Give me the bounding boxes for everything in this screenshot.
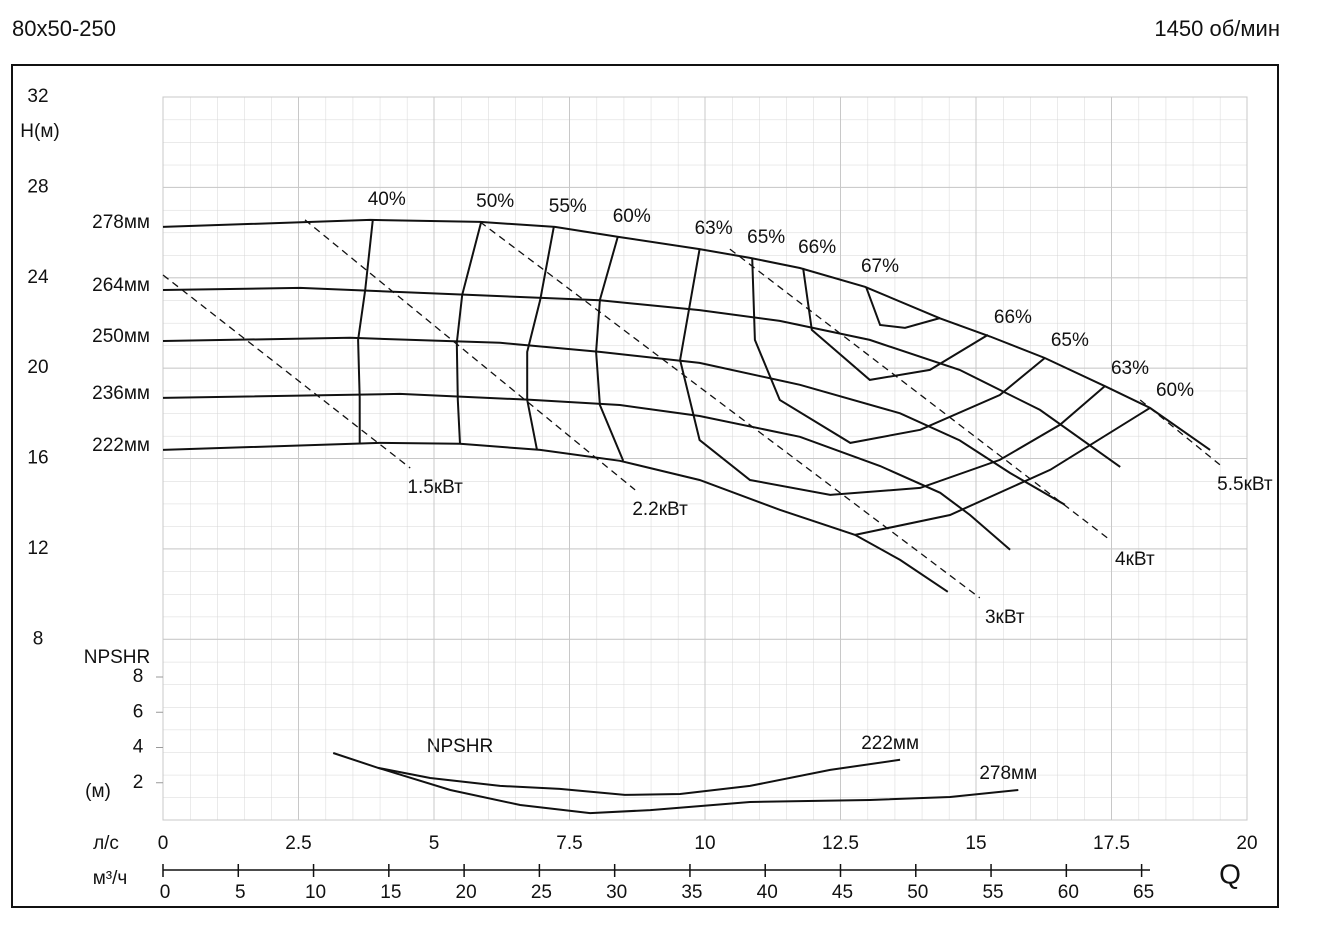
efficiency-label: 40% <box>368 189 406 210</box>
x2-tick-label: 20 <box>456 882 477 903</box>
x2-tick-label: 5 <box>235 882 246 903</box>
x-tick-label: 10 <box>694 833 715 854</box>
impeller-label: 236мм <box>92 383 150 404</box>
power-label: 4кВт <box>1115 549 1155 570</box>
npshr-curve <box>332 752 901 796</box>
efficiency-curve <box>751 257 1046 444</box>
efficiency-curve <box>679 248 1106 496</box>
x-tick-label: 5 <box>429 833 440 854</box>
efficiency-label: 67% <box>861 256 899 277</box>
impeller-label: 264мм <box>92 275 150 296</box>
x-tick-label: 0 <box>158 833 169 854</box>
x-tick-label: 12.5 <box>822 833 859 854</box>
power-line <box>479 221 981 599</box>
x2-tick-label: 55 <box>982 882 1003 903</box>
x-tick-label: 7.5 <box>556 833 582 854</box>
x-tick-label: 20 <box>1236 833 1257 854</box>
frame <box>11 64 1279 908</box>
head-curve <box>162 441 949 593</box>
efficiency-label: 60% <box>1156 380 1194 401</box>
x-unit-label: л/с <box>93 833 119 854</box>
x2-tick-label: 10 <box>305 882 326 903</box>
y-tick-label: 8 <box>33 628 44 649</box>
npshr-tick-label: 8 <box>133 666 144 687</box>
efficiency-label: 65% <box>1051 330 1089 351</box>
y-tick-label: 28 <box>27 176 48 197</box>
power-label: 2.2кВт <box>632 499 688 520</box>
x2-tick-label: 40 <box>757 882 778 903</box>
npshr-tick-label: 6 <box>133 701 144 722</box>
efficiency-label: 55% <box>549 196 587 217</box>
x2-unit-label: м³/ч <box>93 868 128 889</box>
efficiency-label: 66% <box>994 307 1032 328</box>
impeller-label: 222мм <box>92 435 150 456</box>
impeller-label: 250мм <box>92 326 150 347</box>
efficiency-label: 60% <box>613 206 651 227</box>
x-axis-label: Q <box>1219 858 1241 889</box>
x2-tick-label: 50 <box>907 882 928 903</box>
npshr-curve <box>377 766 1019 815</box>
x2-tick-label: 35 <box>681 882 702 903</box>
x2-tick-label: 25 <box>531 882 552 903</box>
power-label: 1.5кВт <box>407 477 463 498</box>
head-curve <box>162 218 1211 451</box>
x2-tick-label: 60 <box>1058 882 1079 903</box>
efficiency-curve <box>595 236 1151 536</box>
power-label: 5.5кВт <box>1217 474 1273 495</box>
x2-tick-label: 30 <box>606 882 627 903</box>
y-tick-label: 24 <box>27 267 49 288</box>
efficiency-label: 66% <box>798 237 836 258</box>
npshr-tick-label: 4 <box>133 737 144 758</box>
head-curve <box>162 336 1066 506</box>
x2-tick-label: 45 <box>832 882 853 903</box>
x-tick-label: 15 <box>965 833 986 854</box>
efficiency-curve <box>526 226 555 451</box>
speed: 1450 об/мин <box>1154 16 1280 41</box>
x2-tick-label: 65 <box>1133 882 1154 903</box>
efficiency-curve <box>357 219 374 443</box>
npshr-unit: (м) <box>85 781 111 802</box>
efficiency-label: 50% <box>476 191 514 212</box>
y-tick-label: 16 <box>27 448 48 469</box>
head-curve <box>162 286 1121 468</box>
efficiency-label: 63% <box>1111 358 1149 379</box>
npshr-series-label: 278мм <box>979 763 1037 784</box>
x2-tick-label: 15 <box>380 882 401 903</box>
impeller-label: 278мм <box>92 212 150 233</box>
y-tick-label: 20 <box>27 357 48 378</box>
x-tick-label: 2.5 <box>285 833 311 854</box>
npshr-series-label: 222мм <box>861 733 919 754</box>
efficiency-label: 65% <box>747 227 785 248</box>
npshr-axis-label: NPSHR <box>84 647 151 668</box>
y-tick-label: 32 <box>27 86 48 107</box>
head-curve <box>162 392 1011 551</box>
power-line <box>162 274 411 469</box>
y-tick-label: 12 <box>27 538 48 559</box>
power-label: 3кВт <box>985 607 1025 628</box>
efficiency-curve <box>865 286 941 329</box>
pump-model: 80x50-250 <box>12 16 116 41</box>
npshr-tick-label: 2 <box>133 772 144 793</box>
npshr-label: NPSHR <box>427 736 494 757</box>
power-line <box>729 248 1111 541</box>
x2-tick-label: 0 <box>160 882 171 903</box>
power-line <box>1139 399 1221 466</box>
y-axis-label: H(м) <box>20 121 59 142</box>
efficiency-curve <box>455 221 483 444</box>
efficiency-label: 63% <box>695 218 733 239</box>
x-tick-label: 17.5 <box>1093 833 1130 854</box>
